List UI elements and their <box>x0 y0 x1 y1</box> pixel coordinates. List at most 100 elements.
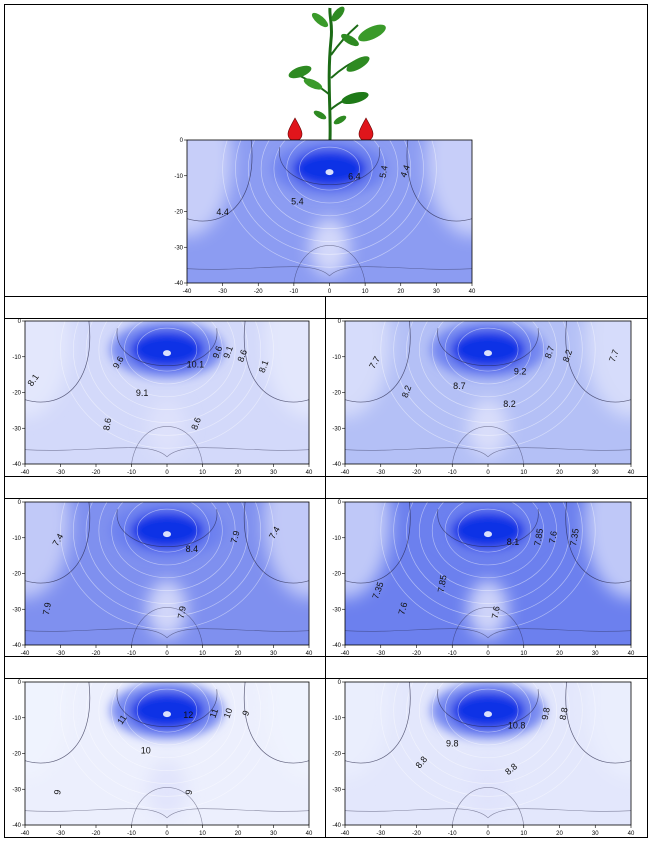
contour-label: 7.6 <box>547 530 559 544</box>
contour-line <box>260 140 399 229</box>
y-tick-label: -10 <box>174 174 183 180</box>
y-tick-label: -40 <box>12 462 21 468</box>
contour-line <box>72 682 262 797</box>
x-tick-label: 10 <box>199 470 206 476</box>
y-tick-label: -20 <box>12 752 21 758</box>
y-tick-label: -40 <box>12 823 21 829</box>
contour-label: 10 <box>141 746 151 756</box>
contour-line <box>72 502 262 617</box>
water-drop-icon <box>287 117 303 142</box>
x-tick-label: 20 <box>556 470 563 476</box>
contour-field <box>25 502 309 645</box>
contour-line <box>273 140 386 217</box>
contour-line <box>457 688 519 733</box>
y-tick-label: -30 <box>12 426 21 432</box>
x-tick-label: -40 <box>183 289 192 295</box>
x-tick-label: 0 <box>328 289 332 295</box>
y-tick-label: -30 <box>332 426 341 432</box>
contour-line <box>437 509 539 547</box>
y-tick-label: -10 <box>332 536 341 542</box>
y-tick-label: 0 <box>338 319 342 325</box>
contour-label: 7.7 <box>607 348 621 363</box>
x-tick-label: -10 <box>448 651 457 657</box>
contour-line <box>431 682 545 759</box>
contour-label: 8.7 <box>453 381 466 391</box>
x-tick-label: 40 <box>628 651 635 657</box>
contour-line <box>136 508 198 553</box>
x-tick-label: -20 <box>412 831 421 837</box>
contour-line <box>111 321 223 398</box>
contour-field <box>345 502 631 645</box>
contour-line <box>380 321 596 449</box>
contour-label: 7.85 <box>436 574 449 593</box>
y-tick-label: -40 <box>332 462 341 468</box>
contour-label: 7.9 <box>176 605 188 619</box>
contour-line <box>98 682 236 771</box>
table-frame <box>4 4 648 838</box>
contour-label: 7.9 <box>229 530 242 545</box>
contour-line <box>85 321 249 423</box>
x-tick-label: -20 <box>92 831 101 837</box>
contour-line <box>60 682 274 810</box>
x-tick-label: -30 <box>376 470 385 476</box>
contour-line <box>98 321 236 410</box>
contour-label: 9.8 <box>446 738 459 748</box>
bulb-center <box>484 531 492 538</box>
x-tick-label: 0 <box>486 470 490 476</box>
contour-line <box>85 502 249 604</box>
x-tick-label: 10 <box>199 651 206 657</box>
contour-line <box>293 245 366 283</box>
contour-line <box>85 682 249 784</box>
contour-label: 9.1 <box>221 345 235 360</box>
x-tick-label: 20 <box>235 831 242 837</box>
contour-line <box>131 787 203 825</box>
x-tick-label: 20 <box>556 831 563 837</box>
x-tick-label: 30 <box>592 831 599 837</box>
x-tick-label: -40 <box>21 831 30 837</box>
x-tick-label: -40 <box>21 651 30 657</box>
y-tick-label: -40 <box>332 643 341 649</box>
x-tick-label: -20 <box>412 470 421 476</box>
contour-line <box>457 327 519 372</box>
x-tick-label: 30 <box>270 831 277 837</box>
contour-line <box>437 689 539 727</box>
contour-label: 8.2 <box>561 348 575 363</box>
contour-label: 8.6 <box>235 348 249 363</box>
contour-line <box>131 607 203 645</box>
contour-line <box>431 321 545 398</box>
contour-line <box>393 502 583 617</box>
x-tick-label: 0 <box>165 470 169 476</box>
x-tick-label: 0 <box>165 831 169 837</box>
y-tick-label: -30 <box>332 787 341 793</box>
x-tick-label: -30 <box>376 651 385 657</box>
contour-line <box>380 502 596 630</box>
x-tick-label: -10 <box>127 470 136 476</box>
contour-label: 7.6 <box>396 601 409 616</box>
x-tick-label: 40 <box>628 470 635 476</box>
contour-line <box>444 682 532 746</box>
y-tick-label: -10 <box>332 355 341 361</box>
contour-line <box>406 140 472 222</box>
contour-line <box>116 509 218 547</box>
contour-line <box>380 682 596 810</box>
x-tick-label: -30 <box>218 289 227 295</box>
x-tick-label: 10 <box>362 289 369 295</box>
bulb-center <box>163 531 171 538</box>
contour-line <box>243 321 309 403</box>
contour-label: 4.4 <box>216 207 229 217</box>
contour-label: 9.8 <box>540 707 552 721</box>
y-tick-label: -30 <box>12 787 21 793</box>
y-tick-label: 0 <box>18 500 22 506</box>
contour-line <box>406 682 570 784</box>
x-tick-label: 40 <box>306 831 313 837</box>
x-tick-label: 40 <box>469 289 476 295</box>
y-tick-label: -40 <box>12 643 21 649</box>
contour-plot-r2-left: -40 -30 -20 -10 0 10 20 30 400-10-20-30-407.4 7.9… <box>12 500 313 657</box>
contour-line <box>25 628 309 639</box>
contour-line <box>60 321 274 449</box>
contour-label: 10.8 <box>508 720 526 730</box>
contour-label: 8.2 <box>400 384 414 399</box>
contour-line <box>235 140 424 255</box>
contour-line <box>25 682 91 764</box>
x-tick-label: 0 <box>486 831 490 837</box>
